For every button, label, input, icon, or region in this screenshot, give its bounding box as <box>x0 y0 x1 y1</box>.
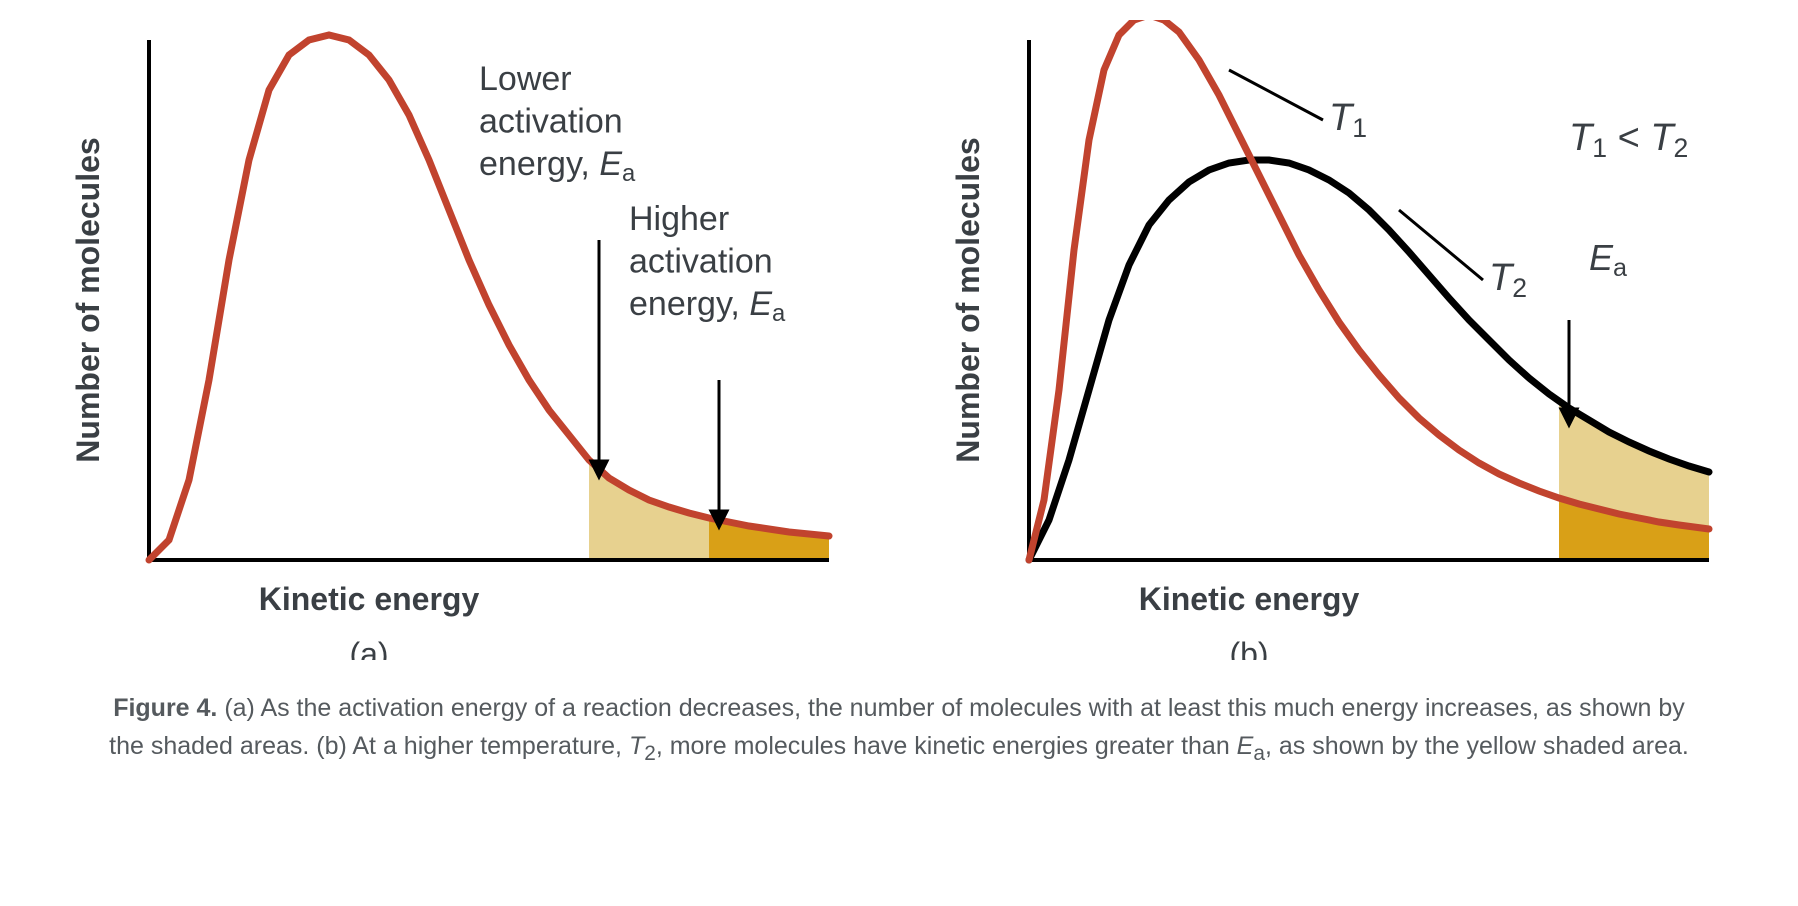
label-t1: T1 <box>1329 97 1367 143</box>
annotation-text-ea: energy, Ea <box>479 145 636 187</box>
caption-label: Figure 4. <box>113 694 217 722</box>
annotation-text: activation <box>479 103 623 141</box>
leader-t1 <box>1229 70 1323 120</box>
x-axis-label: Kinetic energy <box>259 581 480 617</box>
label-ea: Ea <box>1589 237 1628 282</box>
panel-sublabel: (a) <box>349 636 388 660</box>
chart-b: Number of molecules Kinetic energy (b) T1 T2… <box>929 20 1749 660</box>
annotation-text: Lower <box>479 60 572 98</box>
panels-row: Number of molecules Kinetic energy (a) Lowe… <box>49 20 1749 660</box>
figure-caption: Figure 4. (a) As the activation energy o… <box>99 690 1699 769</box>
label-t2: T2 <box>1489 257 1527 303</box>
annotation-text: Higher <box>629 200 729 238</box>
caption-Ea-var: E <box>1237 732 1254 760</box>
y-axis-label: Number of molecules <box>950 137 986 462</box>
annotation-text-ea: energy, Ea <box>629 285 786 327</box>
panel-a: Number of molecules Kinetic energy (a) Lowe… <box>49 20 869 660</box>
chart-a: Number of molecules Kinetic energy (a) Lowe… <box>49 20 869 660</box>
caption-text-b: , more molecules have kinetic energies g… <box>656 732 1237 760</box>
inequality-label: T1 < T2 <box>1569 117 1688 163</box>
panel-b: Number of molecules Kinetic energy (b) T1 T2… <box>929 20 1749 660</box>
x-axis-label: Kinetic energy <box>1139 581 1360 617</box>
panel-sublabel: (b) <box>1229 636 1268 660</box>
leader-t2 <box>1399 210 1483 280</box>
caption-T2-sub: 2 <box>644 742 656 765</box>
caption-text-c: , as shown by the yellow shaded area. <box>1265 732 1689 760</box>
figure-container: Number of molecules Kinetic energy (a) Lowe… <box>20 20 1778 769</box>
caption-Ea-sub: a <box>1253 742 1265 765</box>
y-axis-label: Number of molecules <box>70 137 106 462</box>
annotation-text: activation <box>629 243 773 281</box>
caption-T2-var: T <box>629 732 644 760</box>
